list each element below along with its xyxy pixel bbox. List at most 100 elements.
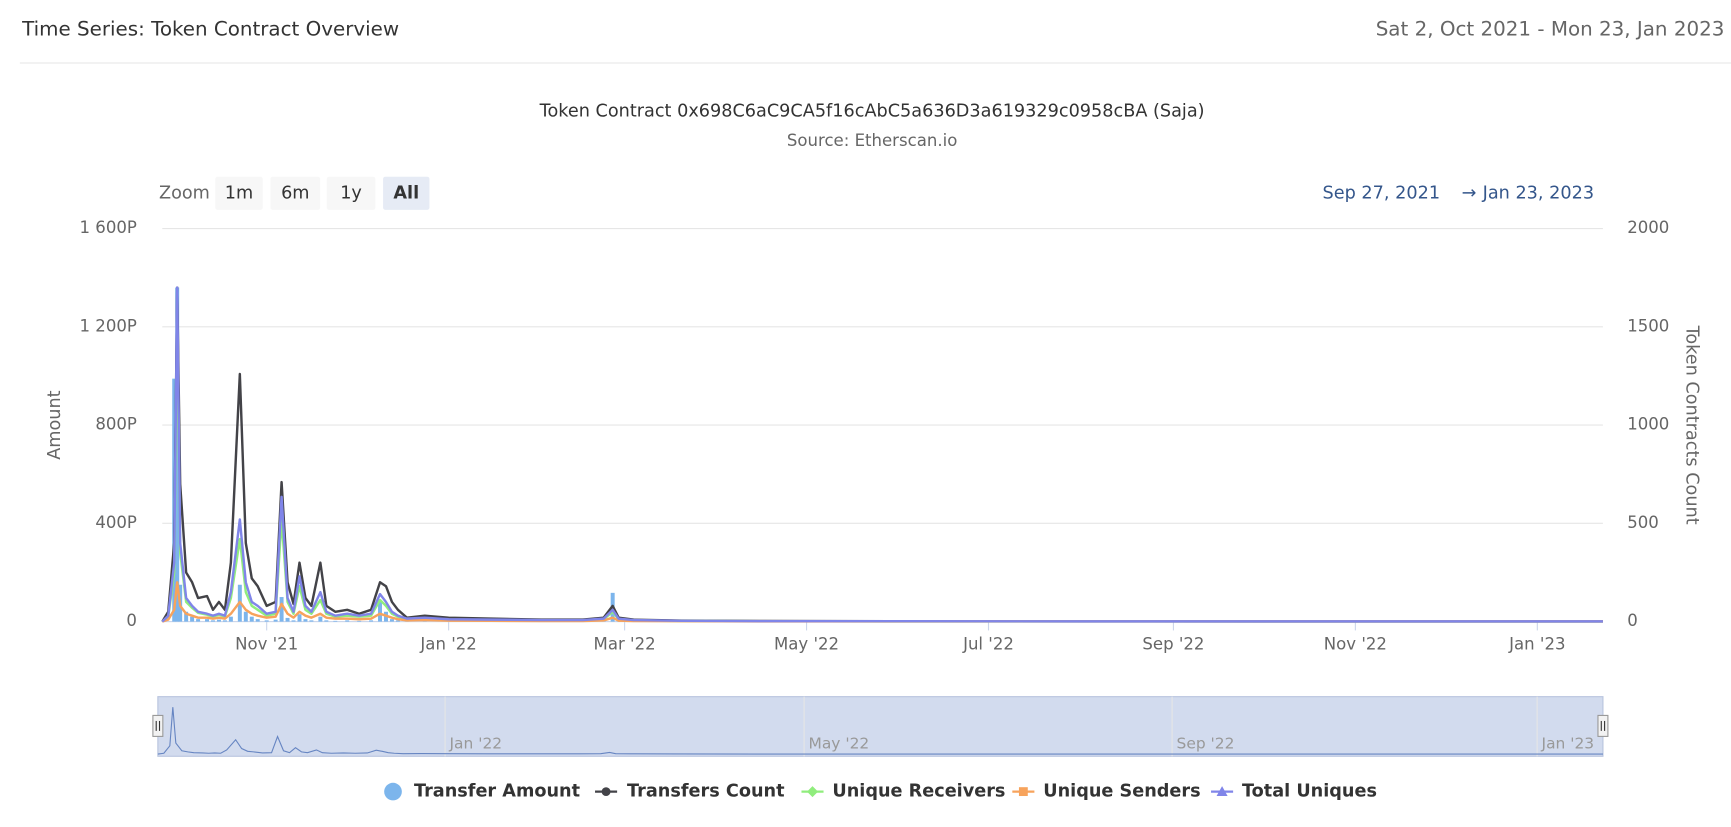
column-bar bbox=[175, 287, 180, 622]
x-tick-label: Jan '23 bbox=[1508, 634, 1565, 653]
x-tick-label: Nov '21 bbox=[235, 634, 298, 653]
zoom-button-bg bbox=[270, 176, 321, 210]
column-bar bbox=[196, 619, 201, 622]
column-bar bbox=[318, 616, 323, 622]
legend-item[interactable]: Transfers Count bbox=[595, 782, 785, 802]
column-bar bbox=[216, 619, 221, 622]
legend-label: Transfers Count bbox=[627, 782, 785, 802]
zoom-button-bg bbox=[215, 176, 263, 210]
column-bar bbox=[264, 620, 269, 622]
x-tick-label: Jan '22 bbox=[419, 634, 476, 653]
y-axis-title: Amount bbox=[45, 390, 65, 459]
column-bar bbox=[345, 620, 350, 622]
series-line bbox=[161, 325, 1603, 623]
column-bar bbox=[357, 620, 362, 622]
range-arrow: → bbox=[1462, 183, 1477, 203]
navigator-tick-label: Jan '23 bbox=[1541, 735, 1595, 753]
column-bar bbox=[255, 619, 260, 622]
column-bar bbox=[222, 620, 227, 622]
x-tick-label: Nov '22 bbox=[1324, 634, 1387, 653]
column-bar bbox=[249, 616, 254, 622]
zoom-button[interactable]: 1y bbox=[326, 176, 376, 210]
zoom-button[interactable]: All bbox=[383, 176, 430, 210]
header-title: Time Series: Token Contract Overview bbox=[21, 17, 399, 40]
column-bar bbox=[273, 619, 278, 622]
legend-item[interactable]: Unique Senders bbox=[1012, 782, 1201, 802]
y2-tick-label: 1000 bbox=[1627, 415, 1669, 434]
column-bar bbox=[291, 620, 296, 622]
x-tick-label: May '22 bbox=[774, 634, 839, 653]
y-tick-label: 400P bbox=[95, 513, 137, 532]
zoom-button[interactable]: 1m bbox=[215, 176, 263, 210]
x-tick-label: Sep '22 bbox=[1142, 634, 1204, 653]
legend-item[interactable]: Transfer Amount bbox=[384, 782, 581, 802]
legend-label: Total Uniques bbox=[1242, 782, 1377, 802]
legend-marker bbox=[1216, 786, 1228, 797]
legend-label: Unique Senders bbox=[1043, 782, 1200, 802]
legend-marker bbox=[806, 786, 819, 798]
y2-tick-label: 1500 bbox=[1627, 316, 1669, 335]
x-tick-label: Jul '22 bbox=[962, 634, 1014, 653]
navigator-handle[interactable] bbox=[1597, 714, 1609, 737]
zoom-button[interactable]: 6m bbox=[270, 176, 321, 210]
y2-axis-title: Token Contracts Count bbox=[1681, 325, 1701, 525]
column-bar bbox=[205, 619, 210, 622]
column-bar bbox=[279, 597, 284, 622]
navigator-handle-box bbox=[152, 714, 164, 737]
column-bar bbox=[369, 620, 374, 622]
column-bar bbox=[324, 620, 329, 622]
y-tick-label: 800P bbox=[95, 415, 137, 434]
zoom-button-label: All bbox=[393, 183, 419, 203]
zoom-button-label: 1y bbox=[340, 183, 362, 203]
navigator-tick-label: May '22 bbox=[809, 735, 870, 753]
y-tick-label: 0 bbox=[126, 611, 137, 630]
legend-item[interactable]: Total Uniques bbox=[1211, 782, 1377, 802]
legend-label: Unique Receivers bbox=[832, 782, 1005, 802]
column-bar bbox=[228, 616, 233, 622]
column-bar bbox=[184, 611, 189, 622]
legend-marker bbox=[601, 787, 611, 797]
column-bar bbox=[190, 616, 195, 622]
legend-item[interactable]: Unique Receivers bbox=[801, 782, 1005, 802]
column-bar bbox=[333, 620, 338, 622]
y2-tick-label: 2000 bbox=[1627, 218, 1669, 237]
range-from: Sep 27, 2021 bbox=[1323, 183, 1441, 203]
chart-subtitle: Source: Etherscan.io bbox=[787, 131, 957, 150]
navigator-tick-label: Jan '22 bbox=[449, 735, 503, 753]
column-bar bbox=[243, 611, 248, 622]
zoom-button-bg bbox=[383, 176, 430, 210]
column-bar bbox=[211, 620, 215, 622]
column-bar bbox=[378, 601, 383, 622]
column-bar bbox=[389, 619, 394, 622]
series-line bbox=[161, 581, 1603, 623]
y-tick-label: 1 600P bbox=[80, 218, 137, 237]
legend-label: Transfer Amount bbox=[414, 782, 581, 802]
header-date-range: Sat 2, Oct 2021 - Mon 23, Jan 2023 bbox=[1376, 17, 1725, 40]
series-line bbox=[161, 286, 1603, 623]
zoom-label: Zoom bbox=[159, 183, 210, 203]
navigator-bg bbox=[157, 696, 1604, 757]
zoom-button-bg bbox=[326, 176, 376, 210]
navigator-tick-label: Sep '22 bbox=[1177, 735, 1235, 753]
column-bar bbox=[285, 617, 290, 622]
chart-title: Token Contract 0x698C6aC9CA5f16cAbC5a636… bbox=[539, 102, 1205, 122]
x-tick-label: Mar '22 bbox=[594, 634, 656, 653]
y2-tick-label: 500 bbox=[1627, 513, 1659, 532]
navigator-handle[interactable] bbox=[152, 714, 164, 737]
legend-marker bbox=[384, 782, 402, 801]
column-bar bbox=[303, 619, 308, 622]
column-bar bbox=[309, 620, 314, 622]
column-bar bbox=[395, 620, 400, 622]
y2-tick-label: 0 bbox=[1627, 611, 1638, 630]
column-bar bbox=[297, 614, 302, 622]
navigator-handle-box bbox=[1597, 714, 1609, 737]
legend-marker bbox=[1018, 787, 1028, 797]
range-to: Jan 23, 2023 bbox=[1482, 183, 1594, 203]
y-tick-label: 1 200P bbox=[80, 316, 137, 335]
navigator-series bbox=[157, 707, 1603, 755]
zoom-button-label: 1m bbox=[225, 183, 253, 203]
zoom-button-label: 6m bbox=[281, 183, 309, 203]
series-line bbox=[161, 286, 1603, 623]
